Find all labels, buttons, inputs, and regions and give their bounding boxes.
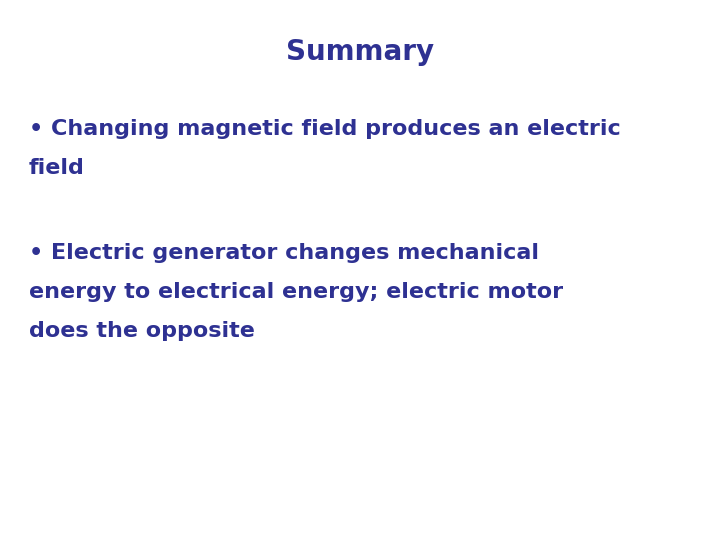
Text: • Changing magnetic field produces an electric: • Changing magnetic field produces an el… — [29, 119, 621, 139]
Text: field: field — [29, 158, 85, 178]
Text: does the opposite: does the opposite — [29, 321, 255, 341]
Text: • Electric generator changes mechanical: • Electric generator changes mechanical — [29, 243, 539, 263]
Text: Summary: Summary — [286, 38, 434, 66]
Text: energy to electrical energy; electric motor: energy to electrical energy; electric mo… — [29, 282, 563, 302]
